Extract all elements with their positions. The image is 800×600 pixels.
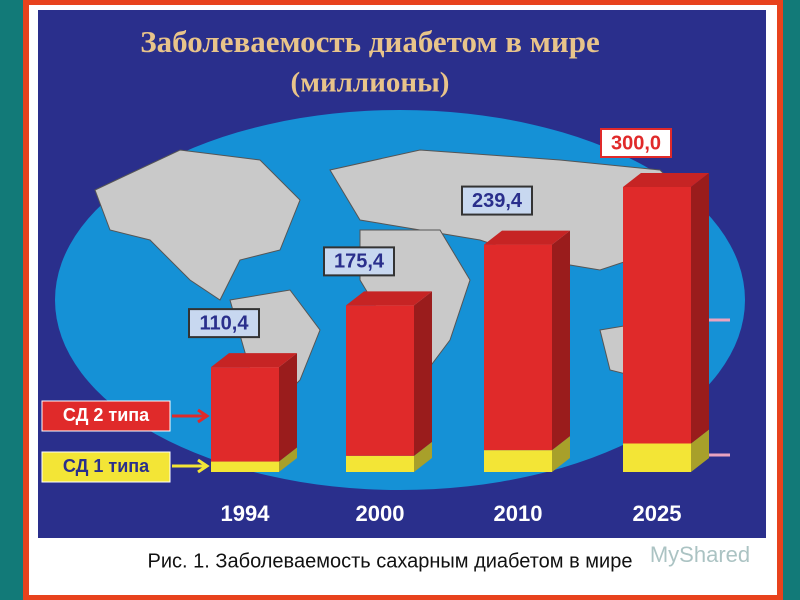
x-tick-label: 1994	[221, 501, 271, 526]
legend-label: СД 1 типа	[63, 456, 150, 476]
bar-segment	[623, 443, 691, 472]
bar-side	[414, 291, 432, 456]
value-label: 110,4	[200, 312, 250, 334]
watermark: MyShared	[650, 542, 750, 567]
bar-top	[484, 230, 570, 245]
bar-side	[691, 429, 709, 472]
value-label: 300,0	[611, 132, 661, 154]
bar-top	[623, 173, 709, 187]
bar-segment	[623, 187, 691, 444]
bar-side	[279, 447, 297, 472]
bar-side	[552, 230, 570, 451]
x-tick-label: 2010	[494, 501, 543, 526]
bar-top	[211, 353, 297, 368]
legend-label: СД 2 типа	[63, 405, 150, 425]
value-label-box	[323, 246, 395, 277]
bar-side	[691, 173, 709, 444]
value-label-box	[461, 185, 533, 216]
x-tick-label: 2025	[633, 501, 682, 526]
value-label-box	[600, 128, 672, 158]
bar-side	[414, 441, 432, 472]
bar-side	[279, 353, 297, 462]
bar-segment	[211, 367, 279, 462]
caption: Рис. 1. Заболеваемость сахарным диабетом…	[148, 550, 633, 572]
bar-top	[346, 291, 432, 306]
bar-segment	[346, 305, 414, 456]
bar-segment	[211, 461, 279, 472]
bar-segment	[484, 244, 552, 451]
legend-box	[41, 400, 171, 432]
x-tick-label: 2000	[356, 501, 405, 526]
legend-box	[41, 451, 171, 483]
bar-segment	[484, 450, 552, 472]
value-label: 175,4	[334, 251, 385, 273]
chart-title: Заболеваемость диабетом в мире	[140, 24, 600, 59]
value-label: 239,4	[472, 190, 523, 212]
bar-segment	[346, 455, 414, 472]
chart-subtitle: (миллионы)	[291, 67, 450, 99]
value-label-box	[188, 308, 260, 339]
bar-side	[552, 436, 570, 472]
